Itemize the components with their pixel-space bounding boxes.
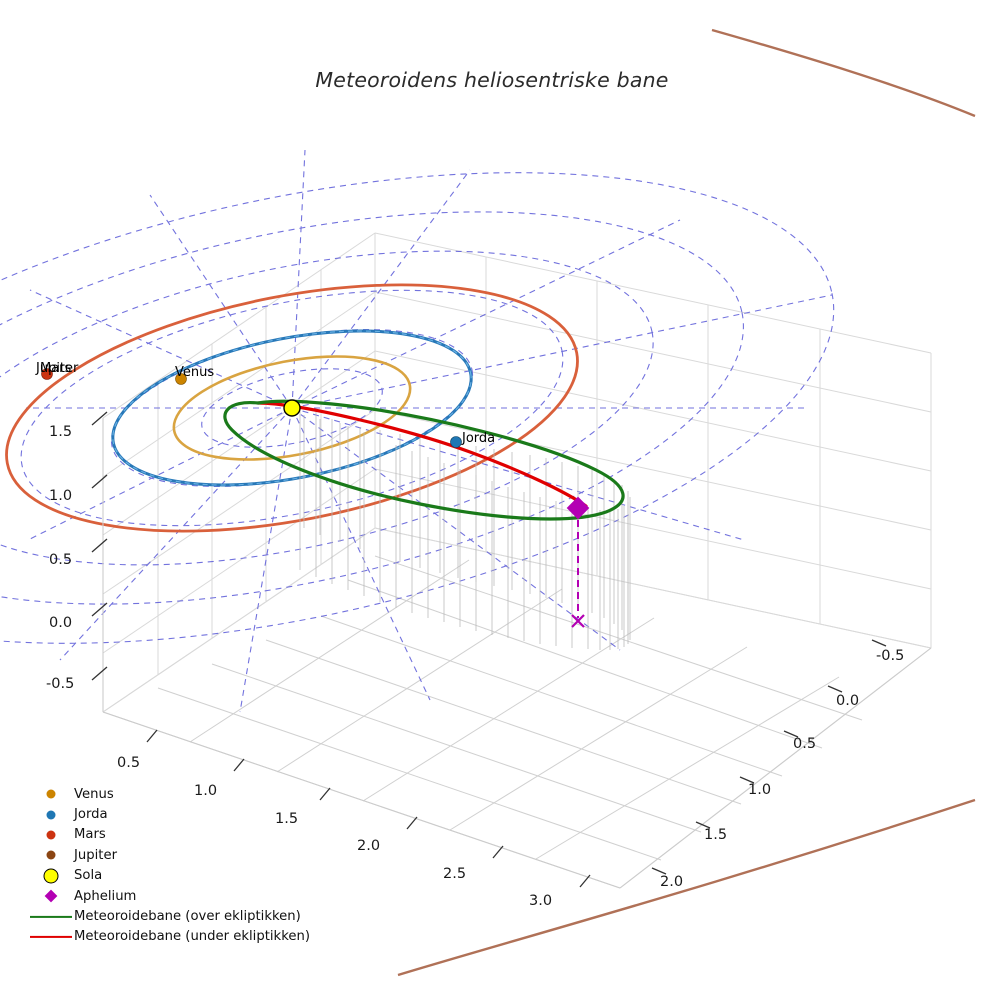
x-tick-label-3: 1.5: [275, 811, 299, 827]
page-title: Meteoroidens heliosentriske bane: [315, 68, 669, 92]
meteoroid-orbit-above: [223, 399, 625, 521]
y-tick-label-6: 2.0: [660, 874, 684, 890]
legend-item-jupiter: Jupiter: [28, 845, 328, 865]
legend-item-aphelium: Aphelium: [28, 886, 328, 906]
legend-marker-mars-icon: [28, 825, 74, 845]
y-axis-spine: [619, 647, 932, 889]
axis-spines: [91, 411, 932, 889]
y-tick-label-2: 0.0: [836, 693, 860, 709]
annotation-jorda: Jorda: [462, 431, 496, 446]
aphelion-projection-x: [571, 614, 585, 628]
y-tick-label-5: 1.5: [704, 827, 728, 843]
legend-line-orbit-above-icon: [28, 907, 74, 927]
orbit-jupiter: [397, 28, 976, 977]
legend-item-orbit-above: Meteoroidebane (over ekliptikken): [28, 906, 328, 926]
marker-venus: [175, 373, 187, 385]
x-axis-spine: [102, 711, 621, 889]
z-tick-label-3: 0.5: [49, 552, 73, 568]
legend-label-orbit-below: Meteoroidebane (under ekliptikken): [74, 929, 310, 945]
legend-marker-jorda-icon: [28, 805, 74, 825]
legend-label-jupiter: Jupiter: [74, 847, 117, 863]
legend-label-mars: Mars: [74, 827, 106, 843]
legend: Venus Jorda Mars Jupiter Sola: [28, 784, 328, 947]
planet-markers: [41, 368, 462, 448]
legend-item-venus: Venus: [28, 784, 328, 804]
legend-item-sola: Sola: [28, 866, 328, 886]
z-ticks: [91, 411, 108, 681]
planet-orbits: [5, 283, 579, 533]
legend-item-jorda: Jorda: [28, 804, 328, 824]
x-tick-label-1: 0.5: [117, 755, 141, 771]
marker-jorda: [450, 436, 462, 448]
x-tick-label-4: 2.0: [357, 838, 381, 854]
marker-mars: [41, 368, 53, 380]
x-tick-label-2: 1.0: [194, 783, 218, 799]
orbit-venus: [172, 355, 412, 461]
legend-label-sola: Sola: [74, 868, 103, 884]
marker-sola: [283, 399, 301, 417]
annotation-mars: Mars: [40, 361, 72, 376]
z-tick-label-1: 1.5: [49, 424, 73, 440]
z-tick-label-5: -0.5: [46, 676, 75, 692]
annotation-jupiter: Jupiter: [36, 361, 79, 376]
legend-item-orbit-below: Meteoroidebane (under ekliptikken): [28, 927, 328, 947]
annotation-venus: Venus: [175, 365, 215, 380]
orbit-mars: [5, 283, 579, 533]
legend-label-venus: Venus: [74, 786, 114, 802]
y-tick-label-1: -0.5: [876, 648, 905, 664]
legend-line-orbit-below-icon: [28, 927, 74, 947]
meteoroid-orbit-below: [256, 401, 588, 508]
orbit-droplines: [299, 406, 631, 650]
legend-label-orbit-above: Meteoroidebane (over ekliptikken): [74, 909, 301, 925]
legend-label-jorda: Jorda: [74, 807, 108, 823]
z-tick-label-4: 0.0: [49, 615, 73, 631]
aphelion-group: [566, 496, 590, 628]
y-tick-label-4: 1.0: [748, 782, 772, 798]
aphelion-marker: [566, 496, 590, 520]
y-tick-label-3: 0.5: [793, 736, 817, 752]
legend-marker-venus-icon: [28, 784, 74, 804]
meteoroid-orbit: [223, 399, 625, 521]
polar-grid: [0, 149, 835, 713]
orbit-jorda-highlight: [112, 330, 472, 486]
legend-marker-aphelium-icon: [28, 886, 74, 906]
y-ticks: [651, 639, 887, 875]
x-ticks: [146, 729, 591, 888]
z-tick-label-2: 1.0: [49, 488, 73, 504]
x-tick-label-6: 3.0: [529, 893, 553, 909]
legend-label-aphelium: Aphelium: [74, 888, 137, 904]
legend-marker-jupiter-icon: [28, 845, 74, 865]
legend-marker-sola-icon: [28, 866, 74, 886]
legend-item-mars: Mars: [28, 825, 328, 845]
x-tick-label-5: 2.5: [443, 866, 467, 882]
